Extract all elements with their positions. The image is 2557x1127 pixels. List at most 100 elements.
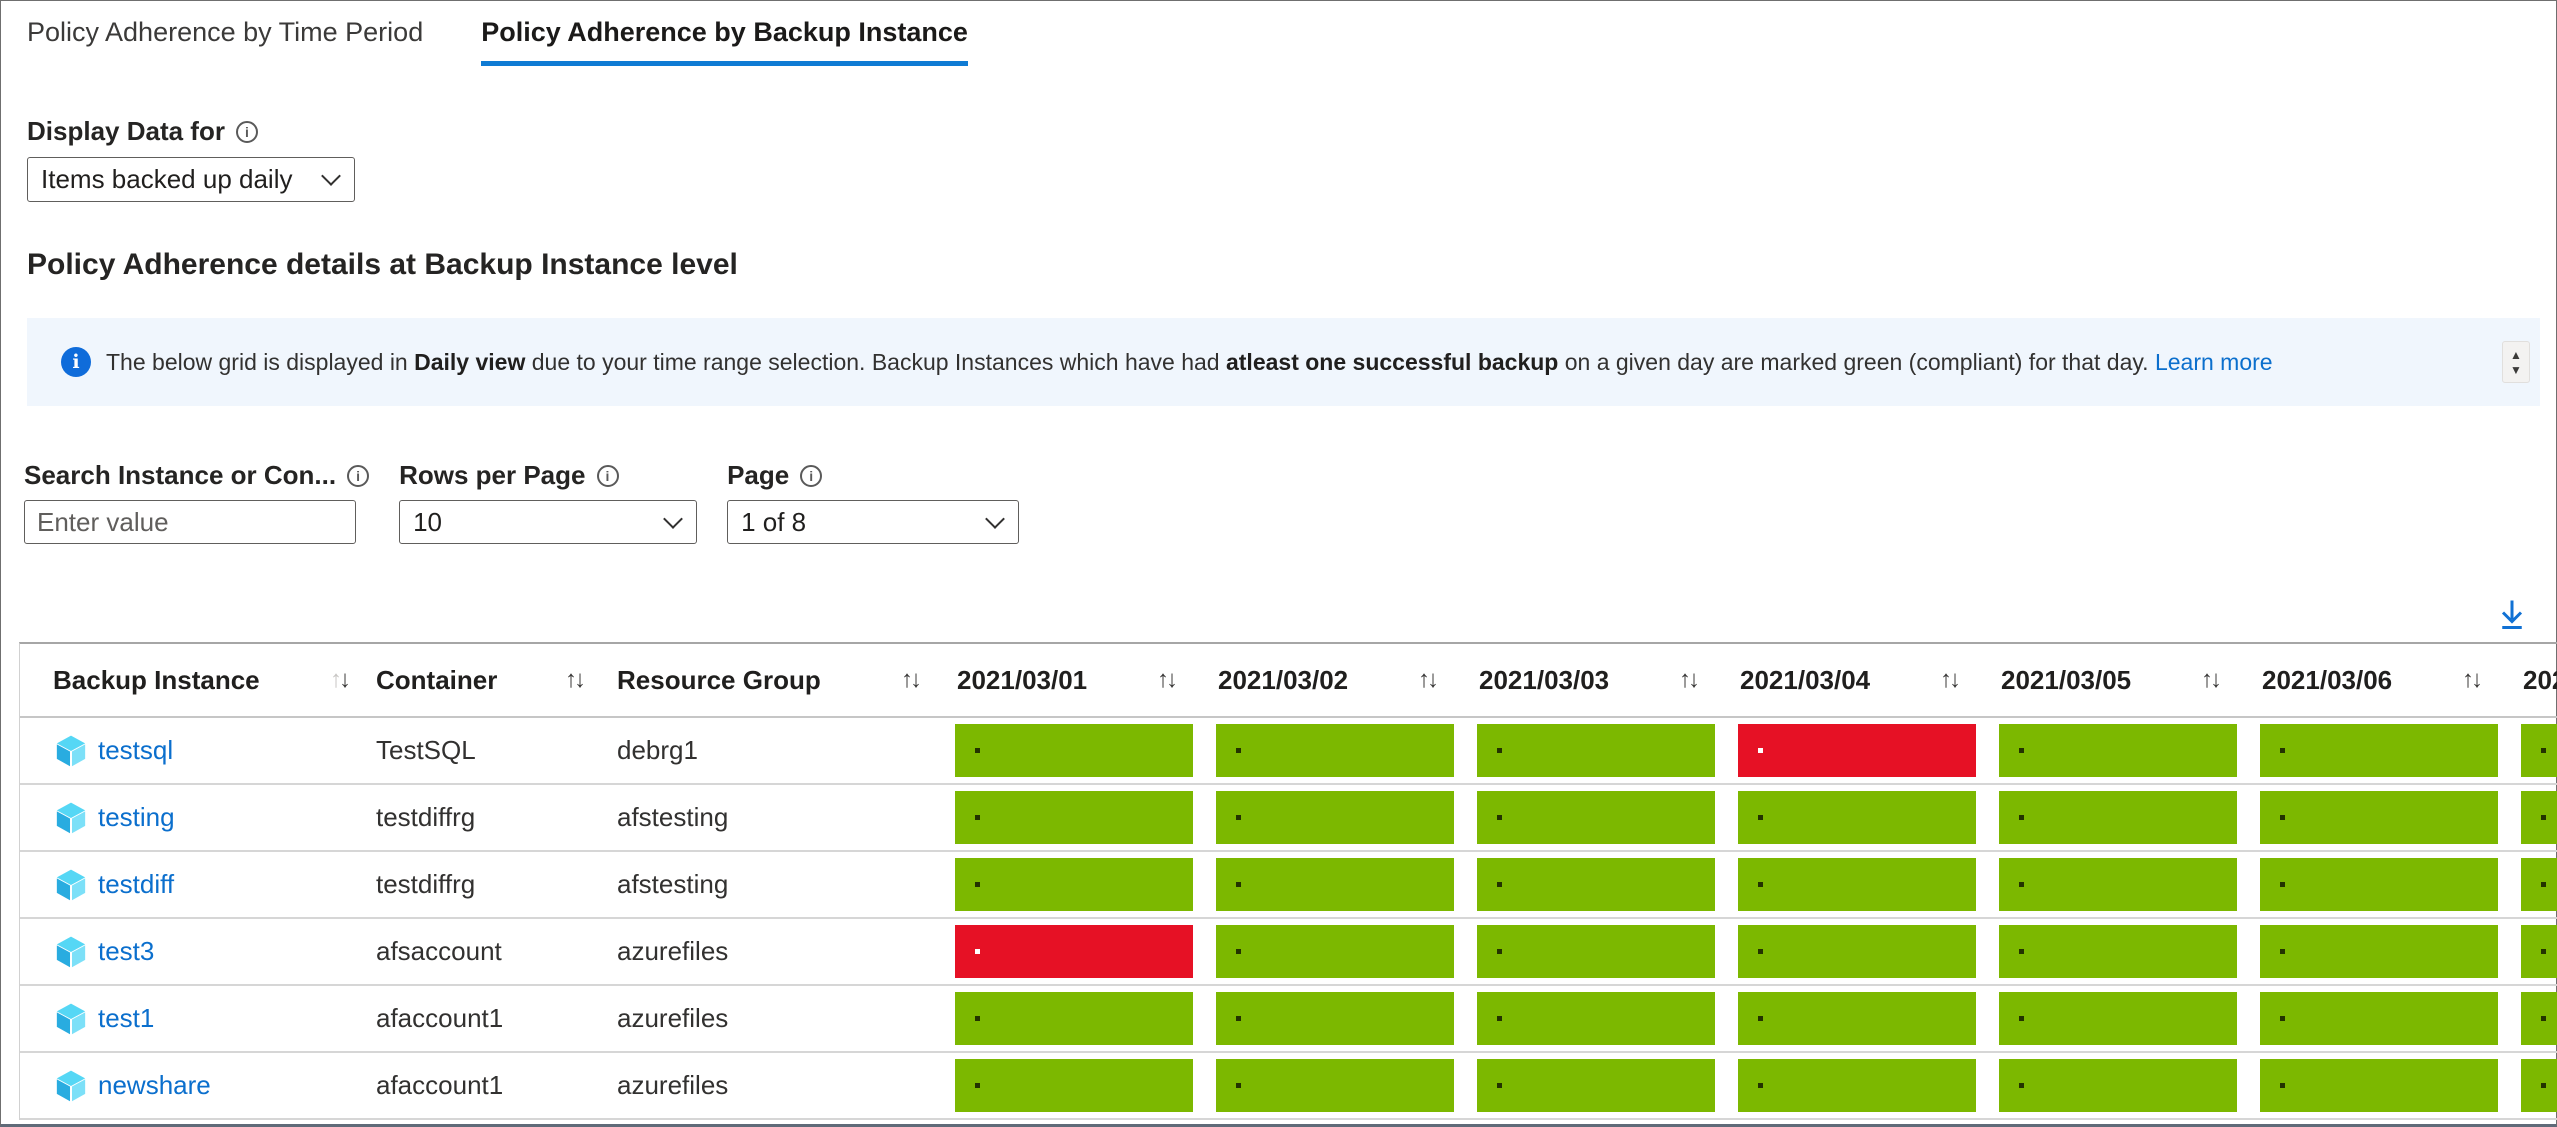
learn-more-link[interactable]: Learn more bbox=[2154, 348, 2273, 375]
section-title: Policy Adherence details at Backup Insta… bbox=[27, 248, 738, 281]
sort-arrows-icon[interactable]: ↑↓ bbox=[1418, 666, 1439, 694]
sort-up-icon: ↑ bbox=[1940, 666, 1952, 693]
instance-link[interactable]: testsql bbox=[98, 735, 174, 765]
sort-up-icon: ↑ bbox=[1418, 666, 1430, 693]
status-cell-green bbox=[2521, 992, 2557, 1045]
search-label: Search Instance or Con... bbox=[24, 460, 370, 491]
status-dot bbox=[1236, 1015, 1241, 1021]
sort-arrows-icon[interactable]: ↑↓ bbox=[901, 666, 922, 694]
status-cell-green bbox=[1477, 858, 1715, 911]
tab-policy-adherence-by-time-period[interactable]: Policy Adherence by Time Period bbox=[27, 17, 424, 47]
rows-per-page-select[interactable]: 10 bbox=[399, 500, 698, 544]
column-header-label: 2021/03/03 bbox=[1479, 664, 1610, 695]
table-row: testdiff testdiffrg afstesting bbox=[20, 852, 2557, 919]
banner-segment: due to your time range selection. Backup… bbox=[525, 348, 1226, 375]
status-cell-green bbox=[2521, 858, 2557, 911]
status-cell-wrap bbox=[955, 919, 1216, 984]
instance-link[interactable]: testing bbox=[98, 802, 175, 832]
sort-down-icon: ↓ bbox=[1166, 666, 1178, 693]
status-dot bbox=[1758, 814, 1763, 820]
info-icon[interactable] bbox=[596, 464, 619, 487]
status-cell-wrap bbox=[1999, 1053, 2260, 1118]
status-cell-wrap bbox=[1999, 919, 2260, 984]
column-header-2021-03-02[interactable]: 2021/03/02 ↑↓ bbox=[1216, 665, 1477, 696]
sort-arrows-icon[interactable]: ↑↓ bbox=[1940, 666, 1961, 694]
search-input[interactable] bbox=[24, 500, 356, 544]
status-dot bbox=[2280, 1082, 2285, 1088]
info-banner: The below grid is displayed in Daily vie… bbox=[27, 318, 2540, 406]
status-cell-green bbox=[1738, 925, 1976, 978]
resource-group-cell: azurefiles bbox=[617, 1003, 729, 1033]
status-cell-green bbox=[1738, 1059, 1976, 1112]
instance-link[interactable]: test1 bbox=[98, 1003, 155, 1033]
sort-arrows-icon[interactable]: ↑↓ bbox=[565, 666, 586, 694]
resource-group-cell: debrg1 bbox=[617, 735, 698, 765]
column-header-backup-instance[interactable]: Backup Instance ↑↓ bbox=[20, 665, 376, 696]
instance-cell: test1 bbox=[20, 1003, 376, 1035]
status-dot bbox=[1497, 814, 1502, 820]
instance-link[interactable]: test3 bbox=[98, 936, 155, 966]
status-dot bbox=[2541, 1082, 2546, 1088]
banner-scroll-spinner[interactable] bbox=[2502, 341, 2530, 383]
sort-arrows-icon[interactable]: ↑↓ bbox=[330, 666, 351, 694]
status-dot bbox=[2280, 948, 2285, 954]
column-header-2021-03-05[interactable]: 2021/03/05 ↑↓ bbox=[1999, 665, 2260, 696]
status-cell-green bbox=[2260, 791, 2498, 844]
sort-arrows-icon[interactable]: ↑↓ bbox=[1157, 666, 1178, 694]
status-cell-green bbox=[955, 1059, 1193, 1112]
info-icon[interactable] bbox=[235, 120, 258, 143]
status-cell-green bbox=[955, 724, 1193, 777]
sort-down-icon: ↓ bbox=[2471, 666, 2483, 693]
sort-arrows-icon[interactable]: ↑↓ bbox=[2201, 666, 2222, 694]
info-icon[interactable] bbox=[347, 464, 370, 487]
column-header-resource-group[interactable]: Resource Group ↑↓ bbox=[617, 665, 955, 696]
sort-arrows-icon[interactable]: ↑↓ bbox=[1679, 666, 1700, 694]
page-label: Page bbox=[727, 460, 1019, 491]
status-dot bbox=[1758, 881, 1763, 887]
column-header-container[interactable]: Container ↑↓ bbox=[376, 665, 617, 696]
status-dot bbox=[2541, 747, 2546, 753]
status-cell-green bbox=[1999, 1059, 2237, 1112]
status-cell-wrap bbox=[1738, 718, 1999, 783]
sort-arrows-icon[interactable]: ↑↓ bbox=[2462, 666, 2483, 694]
resource-group-cell: afstesting bbox=[617, 869, 729, 899]
table-row: testsql TestSQL debrg1 bbox=[20, 718, 2557, 785]
status-cell-green bbox=[1216, 1059, 1454, 1112]
caret-down-icon[interactable] bbox=[2510, 364, 2522, 376]
status-cell-green bbox=[1477, 1059, 1715, 1112]
page-select[interactable]: 1 of 8 bbox=[727, 500, 1020, 544]
column-header-2021-03-03[interactable]: 2021/03/03 ↑↓ bbox=[1477, 665, 1738, 696]
info-badge-icon bbox=[61, 347, 91, 377]
instance-cell: test3 bbox=[20, 936, 376, 968]
column-header-label: Backup Instance bbox=[53, 664, 260, 695]
status-cell-wrap bbox=[955, 718, 1216, 783]
status-cell-green bbox=[955, 992, 1193, 1045]
status-cell-wrap bbox=[1477, 986, 1738, 1051]
page-group: Page 1 of 8 bbox=[727, 460, 1020, 544]
info-icon[interactable] bbox=[800, 464, 823, 487]
column-header-2021-03-04[interactable]: 2021/03/04 ↑↓ bbox=[1738, 665, 1999, 696]
display-data-label-text: Display Data for bbox=[27, 116, 225, 146]
display-data-section: Display Data for Items backed up daily bbox=[27, 116, 2556, 202]
status-dot bbox=[975, 1082, 980, 1088]
column-header-2021-03-07[interactable]: 2021/03/07↑↓ bbox=[2521, 665, 2557, 696]
status-cell-green bbox=[1477, 791, 1715, 844]
instance-link[interactable]: newshare bbox=[98, 1070, 211, 1100]
resource-group-cell: azurefiles bbox=[617, 936, 729, 966]
rows-per-page-value: 10 bbox=[413, 506, 443, 537]
status-cell-green bbox=[1738, 858, 1976, 911]
status-dot bbox=[975, 948, 980, 954]
tab-bar: Policy Adherence by Time Period Policy A… bbox=[1, 1, 2556, 66]
status-dot bbox=[1236, 814, 1241, 820]
column-header-2021-03-06[interactable]: 2021/03/06 ↑↓ bbox=[2260, 665, 2521, 696]
column-header-2021-03-01[interactable]: 2021/03/01 ↑↓ bbox=[955, 665, 1216, 696]
caret-up-icon[interactable] bbox=[2510, 349, 2522, 361]
tab-policy-adherence-by-backup-instance[interactable]: Policy Adherence by Backup Instance bbox=[481, 17, 968, 66]
instance-link[interactable]: testdiff bbox=[98, 869, 175, 899]
sort-down-icon: ↓ bbox=[574, 666, 586, 693]
status-cell-wrap bbox=[955, 852, 1216, 917]
status-cell-wrap bbox=[1738, 986, 1999, 1051]
display-data-dropdown[interactable]: Items backed up daily bbox=[27, 157, 355, 202]
download-icon[interactable] bbox=[2494, 596, 2530, 632]
status-cell-wrap bbox=[1738, 852, 1999, 917]
